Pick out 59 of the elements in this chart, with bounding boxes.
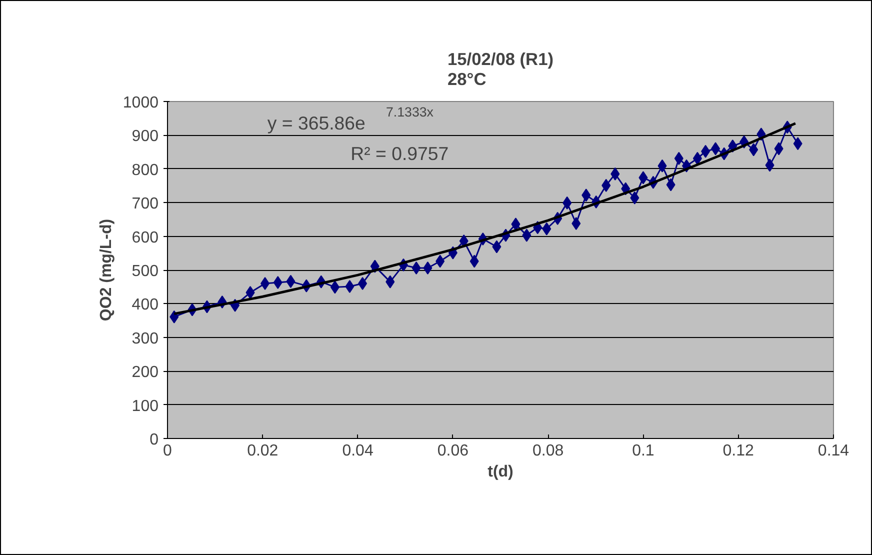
y-tick-label: 500: [132, 263, 159, 280]
point: [774, 142, 784, 156]
point: [582, 188, 591, 202]
point: [286, 274, 296, 288]
point: [423, 261, 432, 274]
y-axis-title: QO2 (mg/L-d): [98, 218, 115, 322]
point: [412, 261, 421, 274]
point: [386, 275, 395, 288]
point: [630, 191, 640, 204]
point: [749, 143, 758, 156]
point: [470, 254, 479, 268]
x-tick-label: 0.02: [247, 442, 278, 460]
y-tick-label: 700: [132, 196, 159, 213]
point: [542, 222, 552, 236]
x-tick-label: 0.06: [437, 442, 469, 460]
y-tick-label: 400: [132, 296, 159, 314]
point: [330, 280, 340, 294]
point: [572, 216, 581, 230]
point: [562, 196, 572, 210]
point: [511, 218, 520, 231]
point: [765, 158, 774, 172]
x-tick-label: 0: [163, 442, 172, 460]
point: [170, 310, 179, 324]
y-tick-label: 100: [132, 398, 159, 415]
annotation: y = 365.86e7.1333x: [267, 104, 434, 134]
point: [674, 152, 684, 165]
point: [459, 234, 468, 248]
point: [273, 276, 282, 289]
point: [701, 144, 710, 158]
y-tick-label: 800: [132, 162, 159, 179]
point: [658, 159, 667, 172]
point: [793, 137, 802, 150]
annotation: R² = 0.9757: [350, 142, 449, 164]
point: [692, 152, 702, 165]
x-tick-label: 0.12: [722, 442, 754, 460]
point: [358, 276, 368, 290]
point: [638, 171, 648, 184]
point: [711, 142, 720, 156]
point: [602, 178, 611, 192]
point: [246, 286, 255, 300]
y-tick-label: 200: [132, 364, 159, 382]
x-tick-label: 0.04: [342, 442, 374, 460]
y-tick-label: 300: [132, 330, 159, 348]
y-tick-label: 600: [132, 229, 159, 246]
y-tick-label: 0: [150, 432, 159, 448]
point: [610, 167, 620, 180]
point: [436, 254, 445, 268]
x-axis-title: t(d): [488, 464, 514, 480]
point: [492, 240, 502, 254]
point: [260, 276, 270, 290]
y-tick-label: 900: [132, 128, 159, 146]
point: [666, 178, 676, 192]
x-tick-label: 0.14: [818, 442, 850, 460]
point: [345, 280, 354, 294]
x-tick-label: 0.08: [532, 442, 564, 460]
x-tick-label: 0.1: [632, 442, 654, 460]
point: [522, 228, 532, 242]
chart-title: 15/02/08 (R1) 28°C: [448, 49, 554, 89]
y-tick-label: 1000: [122, 94, 159, 112]
